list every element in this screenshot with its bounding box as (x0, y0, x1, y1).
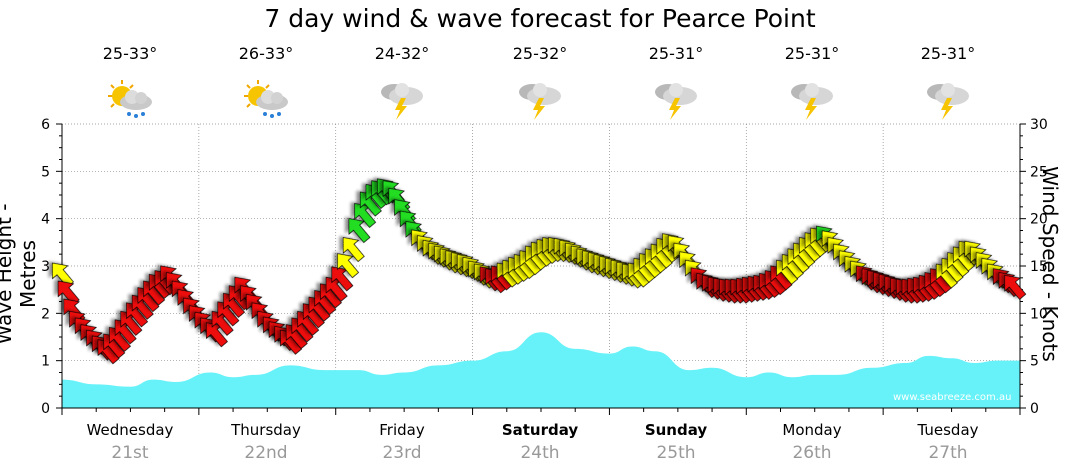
wind-arrow (206, 322, 228, 348)
y-left-tick-label: 2 (41, 306, 50, 322)
temp-day-4: 25-32° (512, 44, 568, 63)
wind-arrow (325, 276, 348, 302)
date-label-7: 27th (928, 443, 968, 463)
y-left-tick-label: 0 (41, 401, 50, 417)
y-left-tick-label: 5 (41, 164, 50, 180)
temp-day-3: 24-32° (374, 44, 430, 63)
day-label-7: Tuesday (917, 421, 979, 439)
wind-arrow (354, 202, 377, 228)
date-label-3: 23rd (382, 443, 422, 463)
wind-arrow (337, 253, 360, 279)
day-label-2: Thursday (231, 421, 301, 439)
wave-height-area (62, 332, 1020, 408)
y-right-tick-label: 30 (1030, 117, 1048, 133)
wind-arrow (120, 310, 143, 336)
temp-day-5: 25-31° (648, 44, 704, 63)
day-label-5: Sunday (644, 421, 708, 439)
day-label-1: Wednesday (86, 421, 174, 439)
date-label-6: 26th (792, 443, 832, 463)
sun-cloud-rain-icon (244, 80, 288, 118)
wind-arrow (114, 319, 137, 345)
y-left-tick-label: 6 (41, 117, 50, 133)
sun-cloud-rain-icon (108, 80, 152, 118)
y-right-tick-label: 15 (1030, 259, 1048, 275)
date-label-5: 25th (656, 443, 696, 463)
date-label-1: 21st (111, 443, 149, 463)
y-right-tick-label: 10 (1030, 306, 1048, 322)
y-right-tick-label: 0 (1030, 401, 1039, 417)
chart-title: 7 day wind & wave forecast for Pearce Po… (264, 4, 816, 33)
y-right-tick-label: 5 (1030, 354, 1039, 370)
wave-area (62, 332, 1020, 408)
thunderstorm-icon (655, 83, 697, 120)
temp-day-6: 25-31° (784, 44, 840, 63)
day-label-4: Saturday (501, 421, 579, 439)
wind-arrow (331, 266, 354, 292)
temp-day-2: 26-33° (238, 44, 294, 63)
thunderstorm-icon (791, 83, 833, 120)
wind-arrow (211, 310, 234, 336)
y-left-tick-label: 1 (41, 354, 50, 370)
wind-arrows (52, 178, 1027, 365)
day-label-3: Friday (379, 421, 425, 439)
wind-arrow (1004, 274, 1027, 300)
y-axis-left-label: Wave Height - Metres (0, 204, 40, 345)
axes: 0 1 2 3 4 5 6 0 5 10 15 20 25 30 (41, 117, 1048, 417)
thunderstorm-icon (381, 83, 423, 120)
thunderstorm-icon (927, 83, 969, 120)
y-right-tick-label: 20 (1030, 212, 1048, 228)
y-axis-right-label: Wind Speed - Knots (1038, 166, 1062, 362)
date-label-2: 22nd (244, 443, 288, 463)
temp-day-1: 25-33° (102, 44, 158, 63)
wind-arrow (342, 237, 365, 263)
y-left-tick-label: 3 (41, 259, 50, 275)
thunderstorm-icon (519, 83, 561, 120)
day-label-6: Monday (782, 421, 842, 439)
credit-text: www.seabreeze.com.au (893, 392, 1012, 403)
temp-day-7: 25-31° (920, 44, 976, 63)
wind-arrow (217, 301, 240, 327)
date-label-4: 24th (520, 443, 560, 463)
wind-arrow (348, 218, 371, 244)
y-right-tick-label: 25 (1030, 164, 1048, 180)
y-left-tick-label: 4 (41, 212, 50, 228)
